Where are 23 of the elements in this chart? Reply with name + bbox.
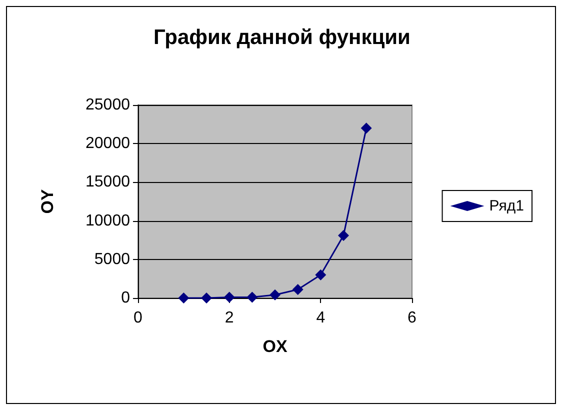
y-tick-label: 20000 bbox=[86, 135, 130, 152]
y-tick-label: 5000 bbox=[94, 250, 130, 268]
point bbox=[315, 269, 326, 280]
point bbox=[338, 230, 349, 241]
point bbox=[270, 289, 280, 300]
y-tick-label: 0 bbox=[121, 290, 130, 306]
x-tick-label: 0 bbox=[134, 310, 143, 326]
legend-label: Ряд1 bbox=[489, 198, 524, 214]
point bbox=[246, 292, 258, 303]
x-tick-label: 6 bbox=[408, 310, 417, 326]
point bbox=[292, 284, 304, 296]
point bbox=[224, 292, 235, 303]
point bbox=[360, 122, 372, 134]
y-tick-label: 25000 bbox=[86, 96, 130, 114]
chart-title: График данной функции bbox=[154, 26, 410, 49]
y-axis-title: OY bbox=[38, 188, 57, 214]
point bbox=[178, 292, 190, 304]
x-tick-label: 2 bbox=[224, 310, 234, 326]
x-tick-label: 4 bbox=[316, 310, 326, 326]
point bbox=[201, 292, 212, 304]
y-tick-label: 15000 bbox=[86, 174, 130, 191]
x-axis-title: OX bbox=[262, 337, 288, 356]
y-tick-label: 10000 bbox=[86, 212, 130, 230]
